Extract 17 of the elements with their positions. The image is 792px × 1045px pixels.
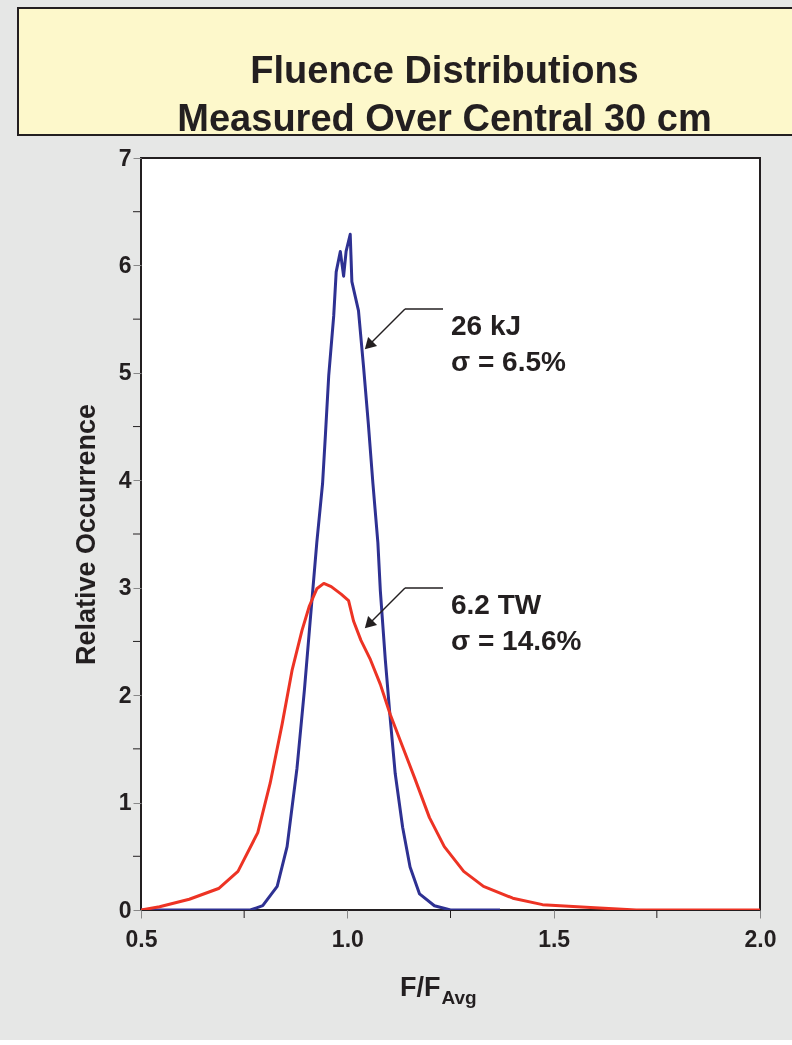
y-tick-label: 4 — [118, 466, 132, 493]
y-tick-label: 0 — [118, 896, 132, 923]
y-axis-title: Relative Occurrence — [70, 403, 101, 666]
y-tick-label: 5 — [118, 359, 132, 386]
x-tick-label: 2.0 — [744, 925, 777, 952]
y-tick-label: 2 — [118, 681, 132, 708]
annotation: 26 kJ σ = 6.5% — [451, 310, 566, 377]
y-tick-label: 1 — [118, 789, 132, 816]
chart-title: Fluence Distributions Measured Over Central 30 cm — [177, 49, 712, 139]
annotation: 6.2 TW σ = 14.6% — [451, 589, 582, 656]
x-tick-label: 1.5 — [538, 925, 571, 952]
y-tick-label: 7 — [118, 144, 132, 171]
x-tick-label: 0.5 — [125, 925, 158, 952]
x-tick-label: 1.0 — [331, 925, 364, 952]
line-series — [141, 581, 760, 910]
y-tick-label: 3 — [118, 574, 132, 601]
y-tick-label: 6 — [118, 251, 132, 278]
